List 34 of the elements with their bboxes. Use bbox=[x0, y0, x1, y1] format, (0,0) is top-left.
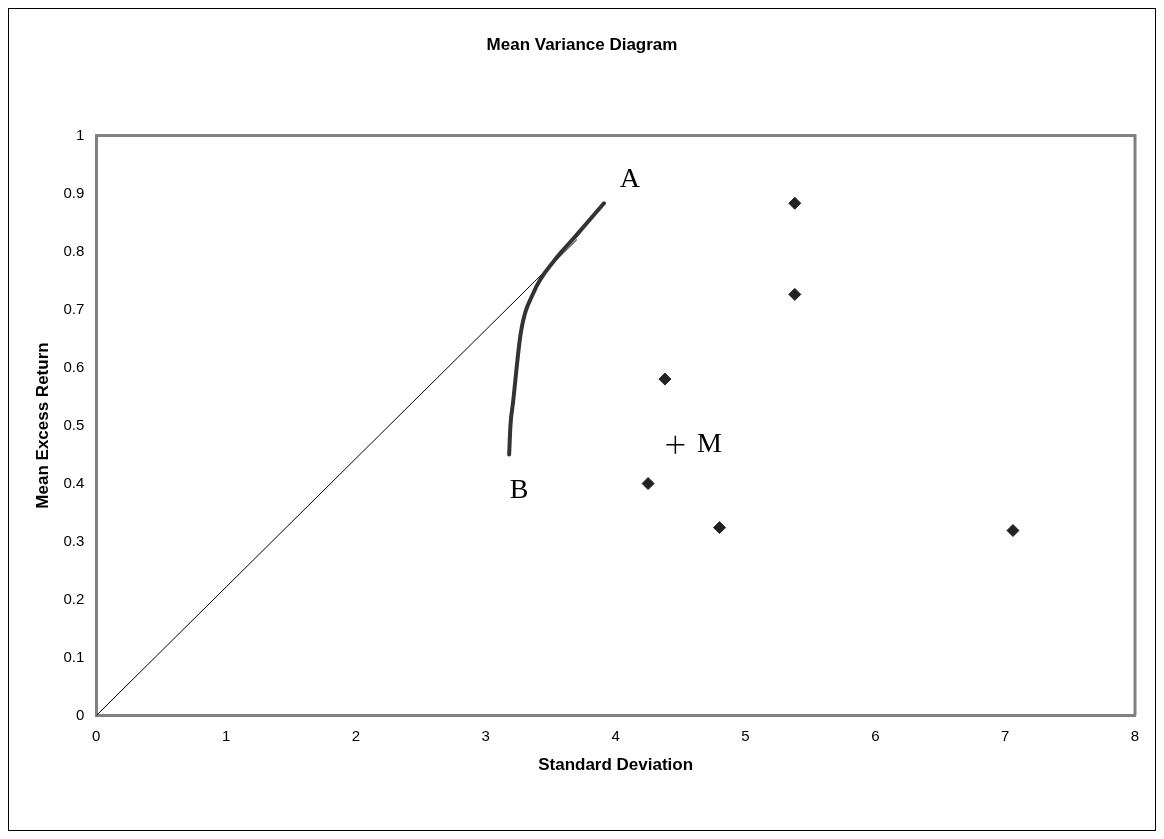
chart-title: Mean Variance Diagram bbox=[486, 34, 678, 54]
point bbox=[665, 434, 686, 455]
annotation: A bbox=[619, 161, 641, 193]
point bbox=[788, 287, 802, 301]
annotation: M bbox=[696, 427, 722, 459]
point bbox=[658, 372, 672, 386]
x-tick-label: 8 bbox=[1130, 726, 1140, 744]
y-tick-label: 1 bbox=[75, 125, 85, 143]
x-tick-label: 1 bbox=[221, 726, 231, 744]
x-tick-label: 7 bbox=[1000, 726, 1010, 744]
point bbox=[713, 521, 726, 535]
x-tick-label: 2 bbox=[351, 726, 361, 744]
x-tick-label: 4 bbox=[611, 726, 620, 744]
point bbox=[1006, 524, 1020, 538]
x-axis-title: Standard Deviation bbox=[538, 755, 694, 775]
y-tick-label: 0.6 bbox=[63, 357, 85, 375]
point bbox=[641, 477, 655, 491]
x-tick-label: 3 bbox=[481, 726, 490, 744]
y-tick-label: 0.9 bbox=[63, 183, 85, 201]
x-tick-label: 0 bbox=[92, 726, 101, 744]
y-tick-label: 0.7 bbox=[63, 299, 85, 317]
point bbox=[788, 196, 802, 210]
x-tick-label: 6 bbox=[871, 726, 880, 744]
y-tick-label: 0.5 bbox=[63, 415, 85, 433]
y-tick-label: 0.1 bbox=[63, 647, 85, 665]
y-tick-label: 0 bbox=[75, 705, 85, 723]
y-tick-label: 0.8 bbox=[63, 241, 85, 259]
line-series bbox=[507, 201, 606, 457]
y-axis-title: Mean Excess Return bbox=[32, 342, 52, 509]
x-tick-label: 5 bbox=[741, 726, 750, 744]
y-tick-label: 0.2 bbox=[63, 589, 85, 607]
annotation: B bbox=[509, 472, 529, 504]
y-tick-label: 0.4 bbox=[63, 473, 85, 491]
y-tick-label: 0.3 bbox=[63, 531, 85, 549]
